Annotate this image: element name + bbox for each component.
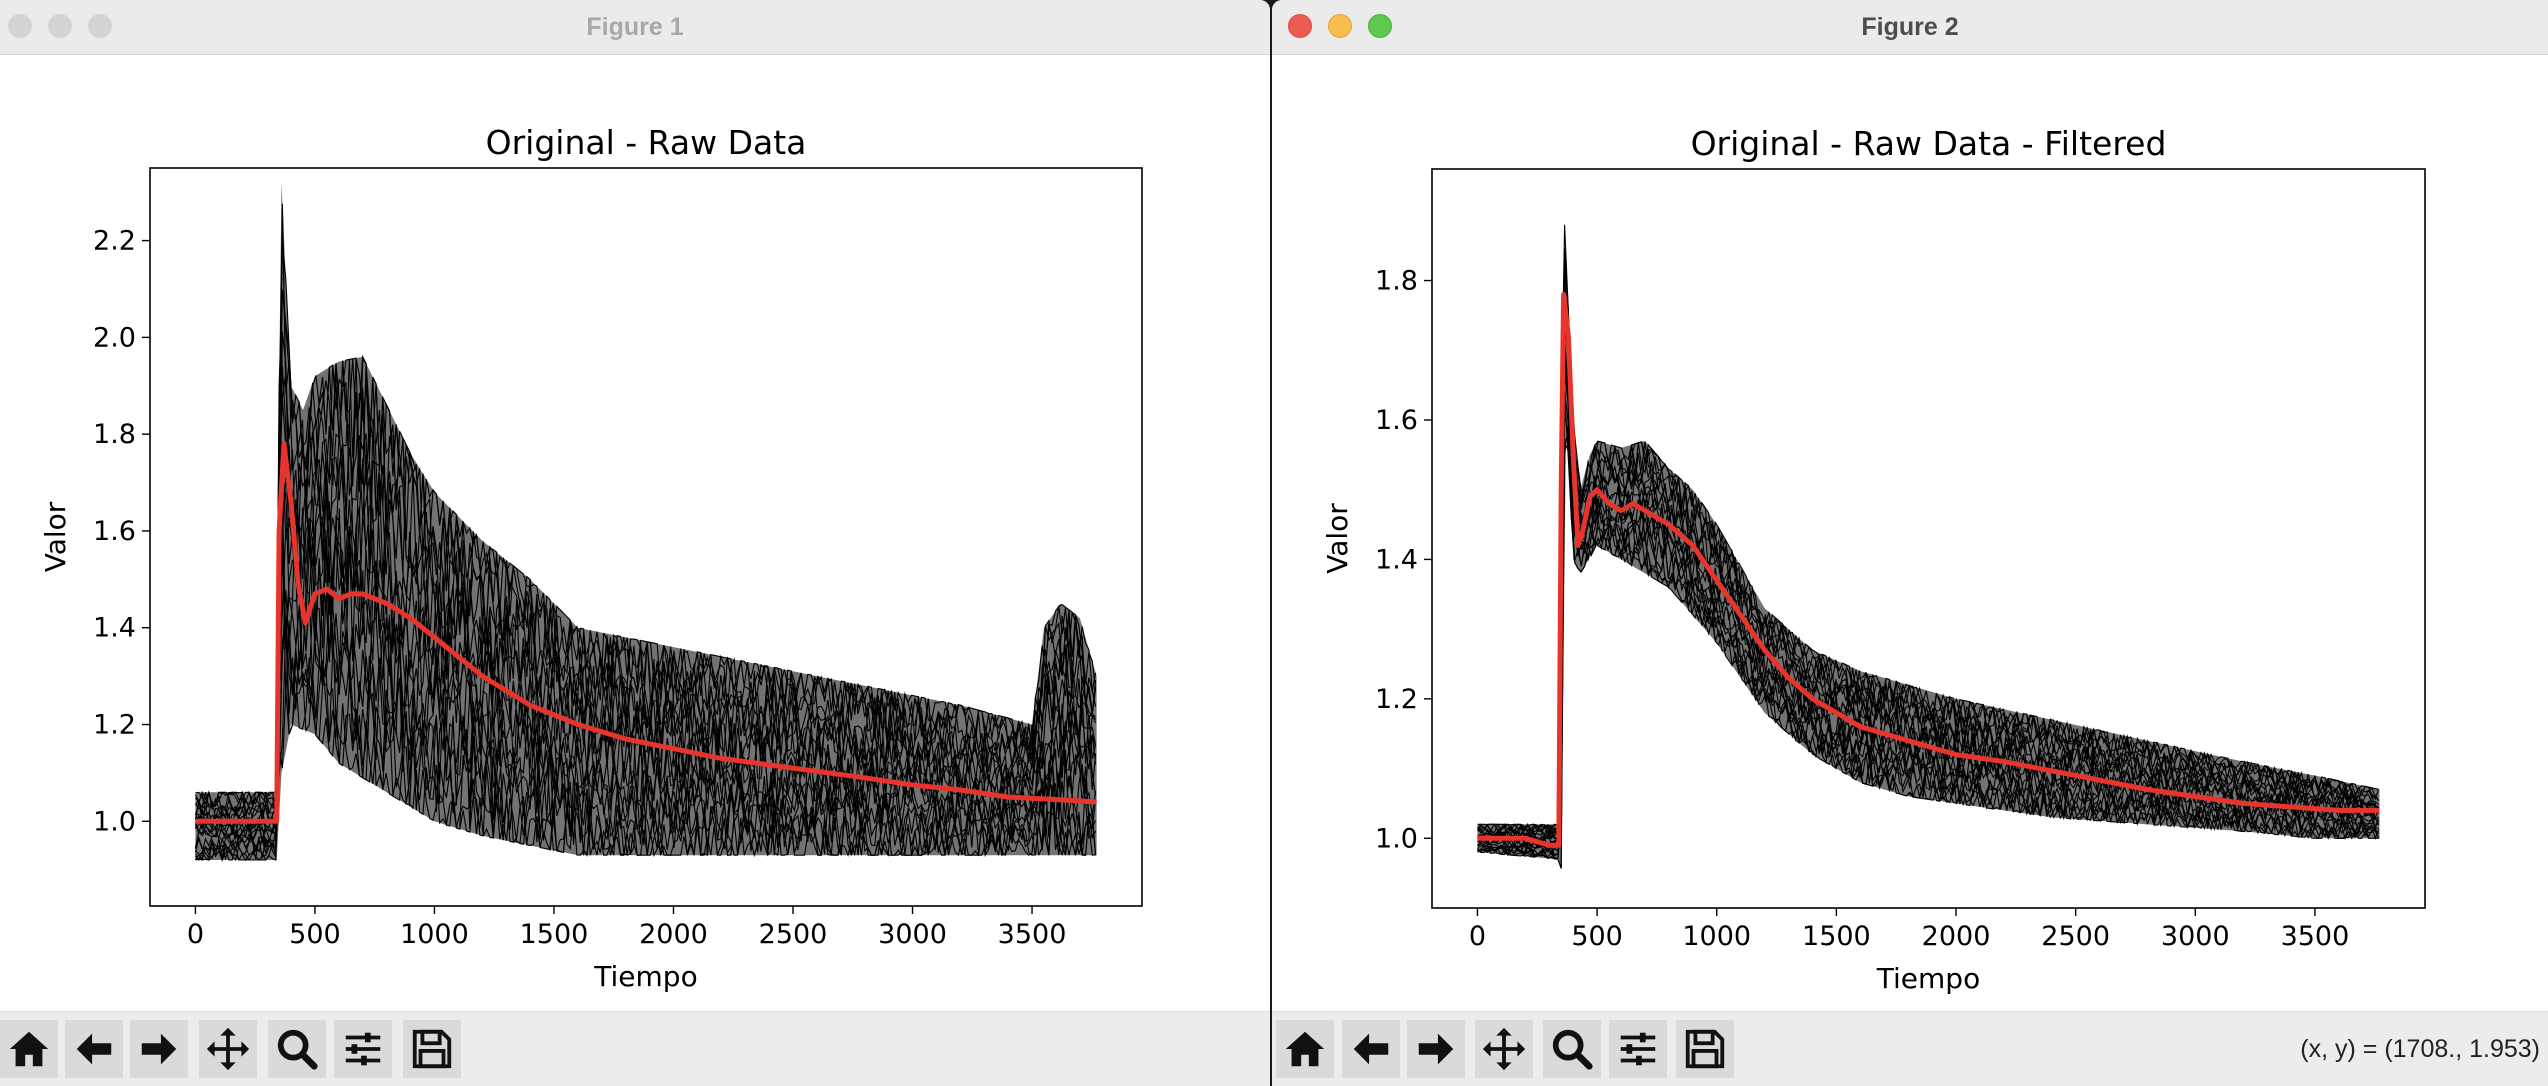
windows.0-ytick-label: 2.2 xyxy=(93,226,136,257)
home-icon xyxy=(1285,1031,1325,1067)
windows.1-ylabel: Valor xyxy=(1321,503,1354,574)
sliders-icon xyxy=(1620,1032,1656,1066)
configure-subplots-button[interactable] xyxy=(1609,1020,1667,1078)
windows.0-xtick-label: 1500 xyxy=(520,919,589,950)
arrow-left-icon xyxy=(1353,1033,1389,1065)
close-button[interactable] xyxy=(8,14,32,38)
home-button[interactable] xyxy=(1276,1020,1334,1078)
minimize-button[interactable] xyxy=(1328,14,1352,38)
arrow-right-icon xyxy=(1418,1033,1454,1065)
windows.0-xtick-label: 1000 xyxy=(400,919,469,950)
windows.1-xtick-label: 3500 xyxy=(2281,921,2350,952)
windows.1-xtick-label: 1000 xyxy=(1682,921,1751,952)
windows.0-xtick-label: 2500 xyxy=(759,919,828,950)
windows.1-mean-line xyxy=(1477,292,2380,848)
windows.1-xtick-label: 500 xyxy=(1571,921,1623,952)
windows.1-xtick-label: 2000 xyxy=(1922,921,1991,952)
save-button[interactable] xyxy=(403,1020,461,1078)
forward-button[interactable] xyxy=(130,1020,188,1078)
figure-1-toolbar xyxy=(0,1011,1270,1086)
pan-button[interactable] xyxy=(199,1020,257,1078)
windows.1-axes-frame xyxy=(1431,168,2426,909)
back-button[interactable] xyxy=(65,1020,123,1078)
configure-subplots-button[interactable] xyxy=(334,1020,392,1078)
arrow-left-icon xyxy=(76,1033,112,1065)
windows.0-xtick-label: 2000 xyxy=(639,919,708,950)
move-icon xyxy=(1482,1027,1526,1071)
figure-2-canvas[interactable]: Original - Raw Data - Filtered 0 500 1000 15… xyxy=(1272,55,2548,1012)
windows.0-xtick-label: 500 xyxy=(289,919,341,950)
figure-2-titlebar: Figure 2 xyxy=(1272,0,2548,55)
windows.1-xlabel: Tiempo xyxy=(1876,962,1980,995)
minimize-button[interactable] xyxy=(48,14,72,38)
arrow-right-icon xyxy=(141,1033,177,1065)
figure-2-window: Figure 2 Original - Raw Data - Filtered 0… xyxy=(1272,0,2548,1086)
figure-1-canvas[interactable]: Original - Raw Data 0 500 1000 1500 2000 2500 3… xyxy=(0,55,1270,1012)
home-icon xyxy=(9,1031,49,1067)
windows.0-xlabel: Tiempo xyxy=(593,960,697,993)
windows.1-xtick-label: 0 xyxy=(1469,921,1486,952)
zoom-button[interactable] xyxy=(88,14,112,38)
figure-1-titlebar: Figure 1 xyxy=(0,0,1270,55)
windows.1-xtick-label: 3000 xyxy=(2161,921,2230,952)
windows.0-axes-frame xyxy=(149,167,1143,907)
windows.0-xtick-label: 3500 xyxy=(998,919,1067,950)
floppy-disk-icon xyxy=(412,1029,452,1069)
windows.0-ytick-label: 1.0 xyxy=(93,806,136,837)
chart-2: Original - Raw Data - Filtered 0 500 1000 15… xyxy=(1321,124,2426,995)
windows.0-mean-line xyxy=(195,441,1097,824)
windows.0-title: Original - Raw Data xyxy=(486,123,807,162)
zoom-button[interactable] xyxy=(1368,14,1392,38)
home-button[interactable] xyxy=(0,1020,58,1078)
forward-button[interactable] xyxy=(1407,1020,1465,1078)
zoom-rect-button[interactable] xyxy=(268,1020,326,1078)
pan-button[interactable] xyxy=(1475,1020,1533,1078)
windows.1-title: Original - Raw Data - Filtered xyxy=(1691,124,2167,163)
magnifier-icon xyxy=(277,1029,318,1070)
windows.1-envelope-band xyxy=(1477,245,2380,869)
windows.1-ytick-label: 1.4 xyxy=(1375,544,1418,575)
windows.0-ytick-label: 2.0 xyxy=(93,322,136,353)
close-button[interactable] xyxy=(1288,14,1312,38)
windows.0-envelope-band xyxy=(195,182,1097,860)
windows.0-ytick-label: 1.6 xyxy=(93,516,136,547)
windows.0-xtick-label: 0 xyxy=(187,919,204,950)
windows.1-ytick-label: 1.8 xyxy=(1375,266,1418,297)
figure-1-window: Figure 1 Original - Raw Data 0 500 1000 1500… xyxy=(0,0,1270,1086)
windows.1-ytick-label: 1.0 xyxy=(1375,823,1418,854)
chart-1: Original - Raw Data 0 500 1000 1500 2000 2500 3… xyxy=(39,123,1143,993)
figure-2-toolbar: (x, y) = (1708., 1.953) xyxy=(1272,1011,2548,1086)
windows.0-ytick-label: 1.8 xyxy=(93,419,136,450)
cursor-coordinates: (x, y) = (1708., 1.953) xyxy=(2300,1035,2540,1063)
windows.0-xtick-label: 3000 xyxy=(878,919,947,950)
move-icon xyxy=(206,1027,250,1071)
back-button[interactable] xyxy=(1342,1020,1400,1078)
windows.1-ytick-label: 1.2 xyxy=(1375,684,1418,715)
windows.0-ylabel: Valor xyxy=(39,501,72,572)
window-title: Figure 1 xyxy=(586,13,684,41)
windows.0-ytick-label: 1.4 xyxy=(93,613,136,644)
save-button[interactable] xyxy=(1676,1020,1734,1078)
windows.1-xtick-label: 2500 xyxy=(2041,921,2110,952)
windows.1-ytick-label: 1.6 xyxy=(1375,405,1418,436)
floppy-disk-icon xyxy=(1685,1029,1725,1069)
windows.1-xtick-label: 1500 xyxy=(1802,921,1871,952)
window-title: Figure 2 xyxy=(1861,13,1959,41)
sliders-icon xyxy=(345,1032,381,1066)
zoom-rect-button[interactable] xyxy=(1543,1020,1601,1078)
magnifier-icon xyxy=(1552,1029,1593,1070)
windows.0-ytick-label: 1.2 xyxy=(93,710,136,741)
